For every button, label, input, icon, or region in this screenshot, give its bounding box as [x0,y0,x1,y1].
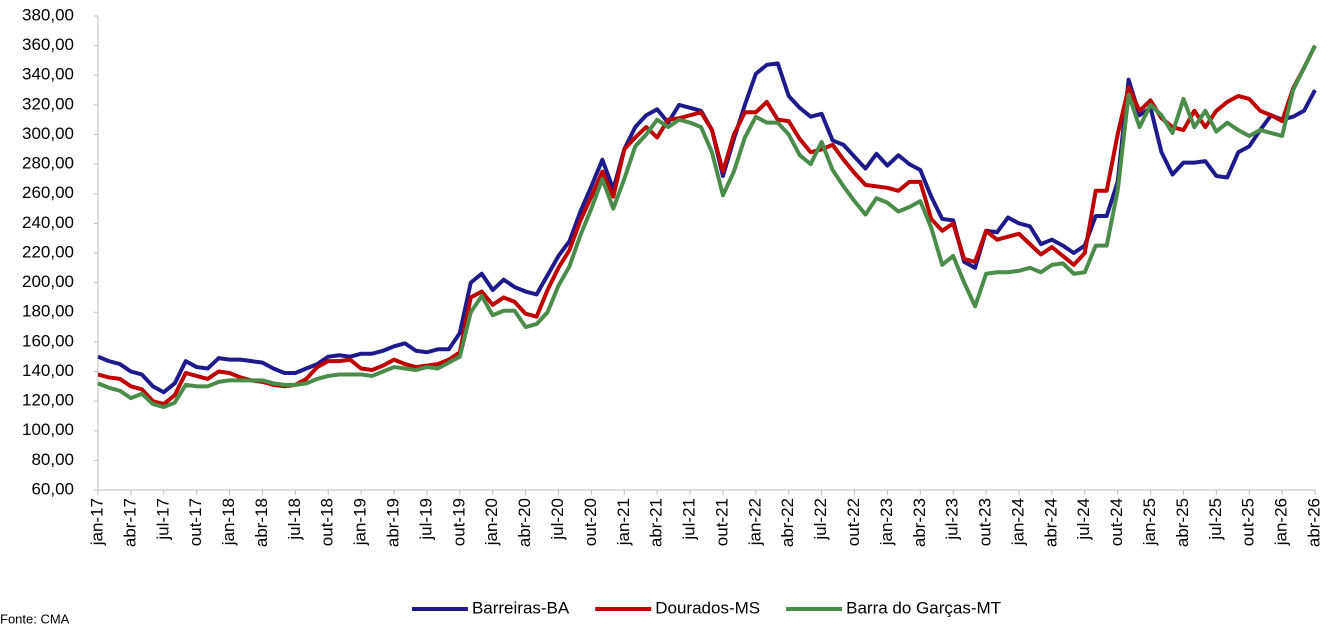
x-tick-label: abr-23 [910,498,929,547]
x-tick-label: abr-20 [515,498,534,547]
series-line [97,61,1317,395]
x-tick-label: jan-22 [745,498,764,546]
x-tick-label: jul-22 [811,498,830,541]
x-tick-label: jul-17 [153,498,172,541]
y-tick-label: 120,00 [22,391,74,410]
x-tick-label: jan-21 [614,498,633,546]
y-tick-label: 80,00 [31,450,74,469]
x-tick-label: out-19 [449,498,468,546]
x-tick-label: jul-20 [548,498,567,541]
x-tick-label: out-18 [318,498,337,546]
x-tick-label: jul-24 [1074,498,1093,541]
x-tick-label: abr-18 [252,498,271,547]
x-tick-label: abr-17 [120,498,139,547]
y-tick-label: 300,00 [22,124,74,143]
legend-label: Barra do Garças-MT [846,598,1001,617]
x-tick-label: abr-22 [778,498,797,547]
y-tick-label: 200,00 [22,272,74,291]
series-line [97,44,1317,407]
y-tick-label: 380,00 [22,5,74,24]
x-tick-label: jul-21 [680,498,699,541]
x-tick-label: jan-23 [877,498,896,546]
y-tick-label: 340,00 [22,65,74,84]
series-line [97,44,1317,410]
x-tick-label: jan-24 [1008,498,1027,546]
x-tick-label: out-17 [186,498,205,546]
x-tick-label: abr-19 [384,498,403,547]
x-tick-label: out-22 [844,498,863,546]
legend-label: Barreiras-BA [472,598,570,617]
x-tick-label: jul-25 [1206,498,1225,541]
y-tick-label: 320,00 [22,94,74,113]
x-tick-label: jan-20 [482,498,501,546]
x-tick-label: jul-19 [416,498,435,541]
x-tick-label: jan-19 [351,498,370,546]
x-tick-label: abr-25 [1173,498,1192,547]
x-tick-label: out-21 [712,498,731,546]
x-tick-label: jan-26 [1272,498,1291,546]
source: Fonte: CMA [0,611,70,625]
x-tick-label: out-23 [976,498,995,546]
y-tick-label: 60,00 [31,479,74,498]
y-tick-label: 260,00 [22,183,74,202]
y-tick-label: 160,00 [22,331,74,350]
x-tick-label: jan-18 [219,498,238,546]
x-tick-label: jul-18 [285,498,304,541]
x-tick-label: jan-25 [1140,498,1159,546]
x-tick-label: jan-17 [87,498,106,546]
y-tick-label: 240,00 [22,213,74,232]
x-tick-label: abr-26 [1304,498,1323,547]
x-tick-label: out-24 [1107,498,1126,546]
y-tick-label: 100,00 [22,420,74,439]
x-tick-label: abr-21 [647,498,666,547]
y-tick-label: 180,00 [22,302,74,321]
legend-label: Dourados-MS [655,598,760,617]
x-tick-label: abr-24 [1041,498,1060,547]
y-tick-label: 140,00 [22,361,74,380]
x-tick-label: out-20 [581,498,600,546]
x-tick-label: out-25 [1239,498,1258,546]
x-tick-label: jul-23 [943,498,962,541]
y-tick-label: 360,00 [22,35,74,54]
y-tick-label: 220,00 [22,242,74,261]
y-tick-label: 280,00 [22,154,74,173]
